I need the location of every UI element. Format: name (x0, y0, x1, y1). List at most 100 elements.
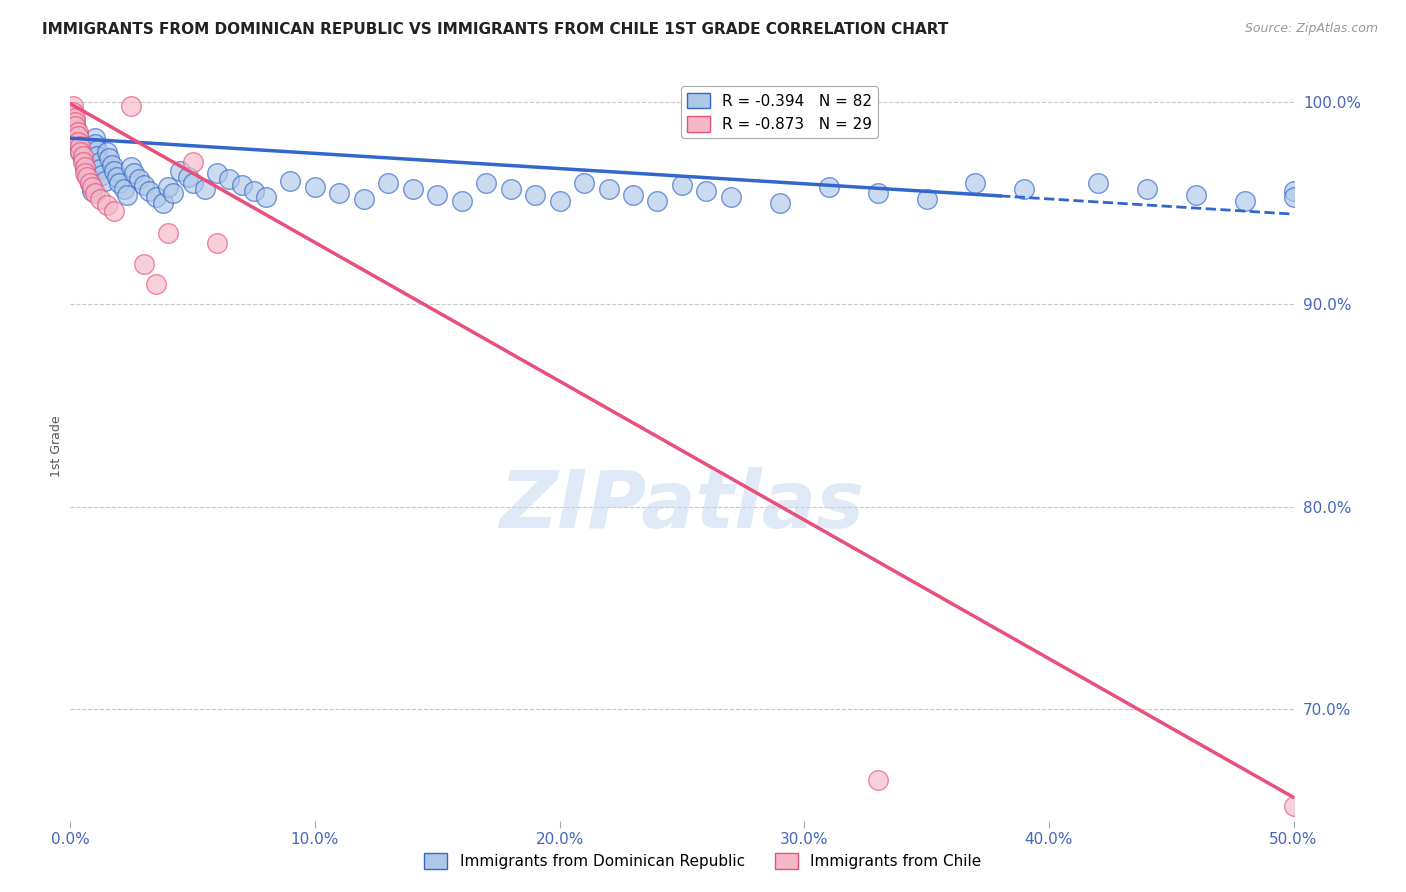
Point (79, 171, 101, 186)
Point (1282, 799, 1305, 814)
Legend: R = -0.394   N = 82, R = -0.873   N = 29: R = -0.394 N = 82, R = -0.873 N = 29 (681, 87, 879, 138)
Point (86, 144, 108, 158)
Point (82, 179, 104, 194)
Point (243, 184, 266, 198)
Point (72, 149, 94, 163)
Point (1184, 187, 1206, 202)
Point (73, 155, 96, 169)
Point (915, 192, 938, 206)
Point (524, 187, 547, 202)
Point (720, 190, 742, 204)
Point (103, 204, 125, 219)
Point (96, 198, 118, 212)
Point (548, 194, 571, 208)
Point (103, 163, 125, 178)
Point (1282, 190, 1305, 204)
Point (66, 129, 89, 144)
Point (63, 115, 86, 129)
Point (76, 168, 98, 182)
Point (1087, 176, 1109, 190)
Point (66, 135, 89, 149)
Point (769, 196, 792, 211)
Point (132, 257, 155, 271)
Point (598, 182, 620, 196)
Legend: Immigrants from Dominican Republic, Immigrants from Chile: Immigrants from Dominican Republic, Immi… (418, 847, 988, 875)
Text: ZIPatlas: ZIPatlas (499, 467, 865, 545)
Point (695, 184, 717, 198)
Text: Source: ZipAtlas.com: Source: ZipAtlas.com (1244, 22, 1378, 36)
Point (152, 196, 174, 211)
Point (145, 190, 167, 204)
Point (69, 139, 91, 153)
Point (69, 145, 91, 160)
Point (1233, 194, 1256, 208)
Point (128, 171, 150, 186)
Point (66, 129, 89, 144)
Point (108, 176, 131, 190)
Point (76, 169, 98, 184)
Point (866, 773, 889, 788)
Point (218, 171, 240, 186)
Point (62, 115, 84, 129)
Point (181, 176, 204, 190)
Point (98, 152, 121, 166)
Point (353, 192, 375, 206)
Point (73, 166, 96, 180)
Point (328, 186, 350, 200)
Point (79, 176, 101, 190)
Point (402, 182, 425, 196)
Point (1014, 182, 1036, 196)
Point (205, 166, 228, 180)
Point (66, 135, 89, 149)
Point (62, 99, 84, 113)
Point (377, 176, 399, 190)
Point (817, 179, 839, 194)
Point (79, 176, 101, 190)
Point (145, 277, 167, 291)
Point (280, 174, 302, 188)
Point (105, 169, 128, 184)
Point (121, 99, 143, 113)
Point (63, 111, 86, 125)
Point (63, 119, 86, 133)
Point (89, 192, 111, 206)
Point (181, 155, 204, 169)
Point (93, 174, 115, 188)
Point (89, 155, 111, 169)
Point (499, 182, 522, 196)
Point (426, 187, 449, 202)
Point (965, 176, 987, 190)
Point (91, 168, 114, 182)
Point (66, 125, 89, 139)
Point (121, 160, 143, 174)
Point (72, 155, 94, 169)
Text: IMMIGRANTS FROM DOMINICAN REPUBLIC VS IMMIGRANTS FROM CHILE 1ST GRADE CORRELATIO: IMMIGRANTS FROM DOMINICAN REPUBLIC VS IM… (42, 22, 949, 37)
Point (69, 145, 91, 160)
Point (72, 152, 94, 166)
Point (96, 145, 118, 160)
Point (671, 178, 693, 192)
Point (157, 179, 180, 194)
Point (475, 176, 498, 190)
Point (82, 179, 104, 194)
Point (205, 236, 228, 251)
Point (115, 187, 138, 202)
Point (132, 178, 155, 192)
Point (1136, 182, 1159, 196)
Point (89, 161, 111, 176)
Point (138, 184, 160, 198)
Point (304, 179, 326, 194)
Point (177, 169, 200, 184)
Point (122, 166, 145, 180)
Point (112, 182, 135, 196)
Point (83, 137, 105, 152)
Point (73, 160, 96, 174)
Point (162, 186, 184, 200)
Y-axis label: 1st Grade: 1st Grade (51, 415, 63, 477)
Point (76, 163, 98, 178)
Point (194, 182, 217, 196)
Point (866, 186, 889, 200)
Point (1282, 184, 1305, 198)
Point (86, 149, 108, 163)
Point (169, 163, 191, 178)
